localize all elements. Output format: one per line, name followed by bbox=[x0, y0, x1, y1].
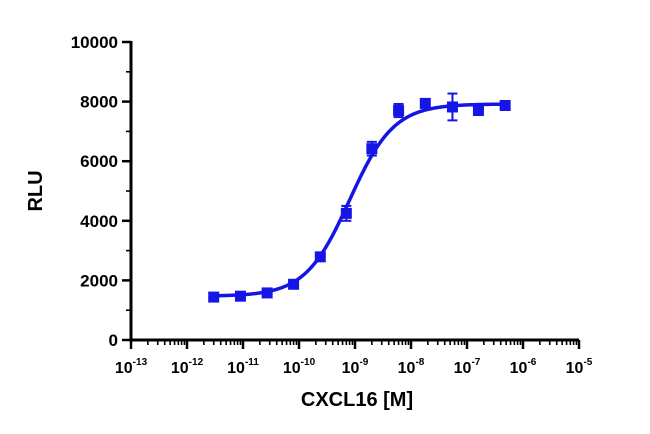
x-tick-label: 10-9 bbox=[342, 357, 369, 377]
y-tick-label: 0 bbox=[109, 331, 118, 350]
data-point bbox=[446, 92, 458, 122]
y-axis: 0 2000 4000 6000 8000 10000 bbox=[71, 33, 133, 350]
data-point bbox=[288, 278, 300, 290]
data-point-marker bbox=[499, 99, 511, 111]
y-tick-label: 6000 bbox=[80, 152, 118, 171]
x-tick-label: 10-10 bbox=[283, 357, 316, 377]
data-point bbox=[208, 291, 220, 303]
x-tick-label: 10-8 bbox=[398, 357, 425, 377]
data-point bbox=[314, 251, 326, 263]
data-point-marker bbox=[446, 101, 458, 113]
data-points bbox=[208, 92, 511, 303]
data-point-marker bbox=[366, 143, 378, 155]
x-tick-label: 10-7 bbox=[454, 357, 481, 377]
data-point bbox=[366, 140, 378, 157]
data-point-marker bbox=[419, 97, 431, 109]
x-tick-label: 10-5 bbox=[566, 357, 593, 377]
data-point-marker bbox=[234, 290, 246, 302]
data-point bbox=[340, 204, 352, 222]
x-tick-label: 10-11 bbox=[227, 357, 259, 377]
data-point-marker bbox=[393, 105, 405, 117]
x-axis: 10-13 10-12 10-11 10-10 10-9 10-8 10-7 10-6 10-5 bbox=[115, 338, 593, 377]
data-point-marker bbox=[288, 278, 300, 290]
x-axis-title: CXCL16 [M] bbox=[301, 389, 413, 411]
y-tick-label: 10000 bbox=[71, 33, 118, 52]
x-tick-label: 10-6 bbox=[510, 357, 537, 377]
y-axis-title: RLU bbox=[25, 170, 47, 211]
data-point-marker bbox=[472, 105, 484, 117]
y-tick-label: 4000 bbox=[80, 212, 118, 231]
data-point bbox=[472, 105, 484, 117]
data-point bbox=[234, 290, 246, 302]
data-point-marker bbox=[314, 251, 326, 263]
data-point bbox=[261, 287, 273, 299]
y-tick-label: 8000 bbox=[80, 93, 118, 112]
fit-curve bbox=[211, 102, 507, 298]
x-tick-label: 10-12 bbox=[171, 357, 204, 377]
data-point-marker bbox=[261, 287, 273, 299]
data-point bbox=[393, 102, 405, 119]
fit-curve-group bbox=[211, 102, 507, 298]
data-point bbox=[499, 99, 511, 111]
data-point-marker bbox=[340, 207, 352, 219]
data-point bbox=[419, 97, 431, 109]
data-point-marker bbox=[208, 291, 220, 303]
x-tick-label: 10-13 bbox=[115, 357, 148, 377]
y-tick-label: 2000 bbox=[80, 271, 118, 290]
